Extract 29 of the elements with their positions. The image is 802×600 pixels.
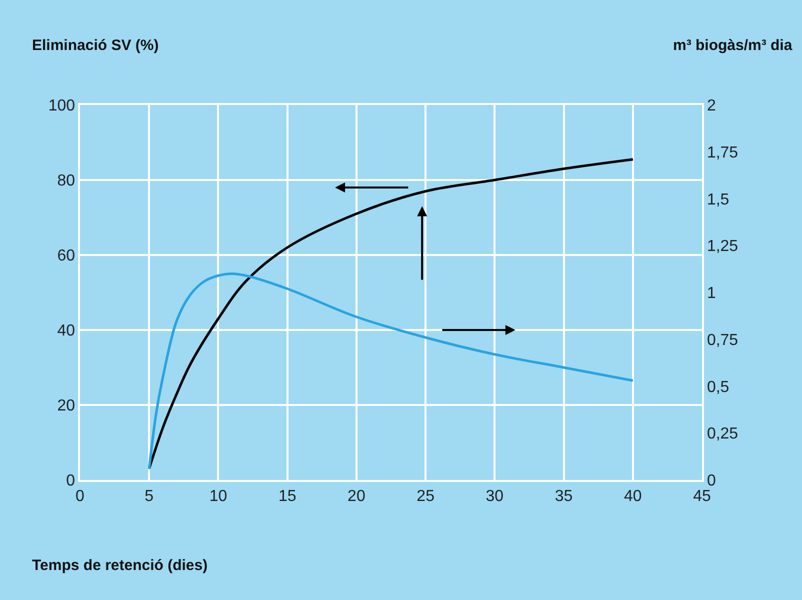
- y-tick-label: 20: [57, 398, 76, 415]
- y2-tick-label: 1,75: [706, 144, 738, 162]
- y-tick-label: 80: [57, 172, 76, 190]
- x-tick-label: 20: [348, 488, 366, 505]
- y2-tick-label: 0,75: [706, 332, 738, 349]
- y2-tick-label: 1,25: [706, 238, 738, 256]
- y2-tick-label: 1,5: [706, 191, 730, 208]
- y2-axis-title: m³ biogàs/m³ dia: [673, 37, 793, 54]
- x-tick-label: 25: [416, 488, 435, 505]
- x-tick-label: 45: [693, 488, 711, 505]
- x-tick-label: 15: [278, 488, 296, 505]
- x-tick-label: 30: [486, 488, 504, 505]
- y-tick-label: 60: [57, 248, 76, 265]
- y2-tick-label: 0,5: [706, 378, 730, 396]
- y-axis-title: Eliminació SV (%): [32, 37, 159, 54]
- y-tick-label: 0: [66, 472, 76, 490]
- line-series: [148, 158, 634, 470]
- x-tick-label: 5: [144, 488, 154, 505]
- x-tick-label: 10: [209, 488, 228, 505]
- y-tick-label: 100: [48, 98, 76, 115]
- x-axis-title: Temps de retenció (dies): [32, 557, 208, 574]
- x-tick-label: 40: [624, 488, 642, 505]
- y2-tick-label: 0,25: [706, 426, 738, 443]
- line-series: [148, 272, 634, 470]
- y2-tick-label: 1: [706, 285, 716, 302]
- x-tick-label: 35: [554, 488, 573, 505]
- y2-tick-label: 2: [706, 98, 716, 115]
- y-tick-label: 40: [57, 322, 76, 340]
- y2-tick-label: 0: [706, 472, 716, 490]
